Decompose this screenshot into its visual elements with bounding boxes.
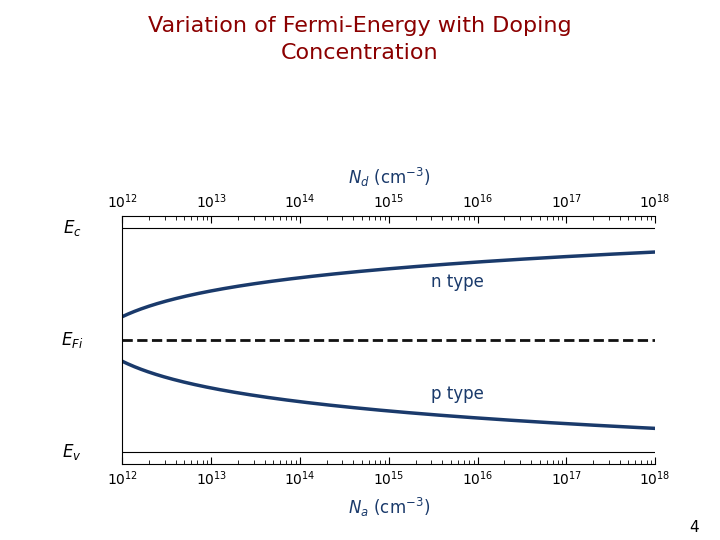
Text: $E_c$: $E_c$ xyxy=(63,218,81,239)
Text: n type: n type xyxy=(431,273,484,291)
X-axis label: $N_d\ (\mathrm{cm}^{-3})$: $N_d\ (\mathrm{cm}^{-3})$ xyxy=(348,166,430,189)
Text: Variation of Fermi-Energy with Doping
Concentration: Variation of Fermi-Energy with Doping Co… xyxy=(148,16,572,63)
Text: $E_{Fi}$: $E_{Fi}$ xyxy=(60,330,84,350)
Text: $E_v$: $E_v$ xyxy=(62,442,82,462)
Text: p type: p type xyxy=(431,384,484,403)
X-axis label: $N_a\ (\mathrm{cm}^{-3})$: $N_a\ (\mathrm{cm}^{-3})$ xyxy=(348,496,430,519)
Text: 4: 4 xyxy=(689,519,698,535)
